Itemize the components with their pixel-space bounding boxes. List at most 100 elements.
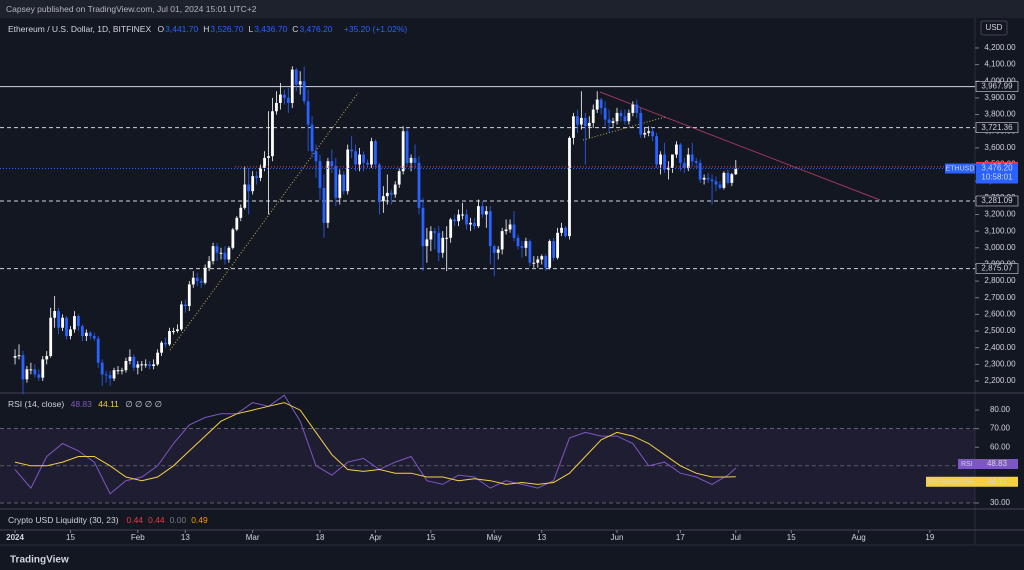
ohlc-label: C <box>292 24 299 34</box>
candle-body <box>548 241 552 268</box>
candle-body <box>148 364 152 367</box>
candle-body <box>425 239 429 247</box>
candle-body <box>556 232 559 258</box>
ohlc-label: L <box>248 24 254 34</box>
x-tick-label: Apr <box>369 533 382 542</box>
y-tick-label: 2,800.00 <box>984 276 1016 285</box>
candle-body <box>310 124 314 152</box>
candle-body <box>429 231 433 240</box>
candle-body <box>267 156 270 158</box>
candle-body <box>512 224 516 238</box>
candle-body <box>120 370 124 372</box>
y-tick-label: 3,200.00 <box>984 210 1016 219</box>
candle-body <box>508 224 512 230</box>
candle-body <box>88 332 92 337</box>
candle-body <box>322 187 326 223</box>
candle-body <box>366 162 369 165</box>
candle-body <box>659 154 662 165</box>
rsi-legend: RSI (14, close) 48.83 44.11 ∅ ∅ ∅ ∅ <box>8 399 166 410</box>
candle-body <box>520 246 524 248</box>
candle-body <box>667 167 670 170</box>
x-tick-label: 15 <box>426 533 435 542</box>
candle-body <box>734 168 738 175</box>
candle-body <box>686 154 690 168</box>
candle-body <box>215 246 219 253</box>
liquidity-value: 0.00 <box>169 515 187 525</box>
candle-body <box>437 232 441 253</box>
candle-body <box>191 277 195 285</box>
candle-body <box>536 259 540 263</box>
y-tick-label: 3,000.00 <box>984 243 1016 252</box>
currency-box[interactable] <box>980 20 1008 36</box>
candle-body <box>199 281 203 283</box>
candle-body <box>417 162 421 208</box>
candle-body <box>405 131 409 163</box>
candle-body <box>298 81 302 85</box>
liquidity-legend: Crypto USD Liquidity (30, 23) 0.44 0.44 0.0… <box>8 515 213 525</box>
candle-body <box>583 117 587 127</box>
rsi-line <box>14 402 736 485</box>
candle-body <box>338 174 342 198</box>
y-tick-label: 2,400.00 <box>984 343 1016 352</box>
candle-body <box>61 317 64 328</box>
symbol-box <box>945 163 975 174</box>
x-tick-label: 13 <box>181 533 190 542</box>
liquidity-value: 0.44 <box>148 515 165 525</box>
x-tick-label: 18 <box>316 533 325 542</box>
trendline <box>169 92 359 351</box>
candle-body <box>124 361 128 371</box>
candle-body <box>108 375 112 379</box>
candle-body <box>476 206 480 227</box>
candle-body <box>492 246 496 253</box>
y-tick-label: 4,100.00 <box>984 60 1016 69</box>
candle-body <box>663 154 666 170</box>
candle-body <box>579 117 583 125</box>
y-tick-label: 2,200.00 <box>984 376 1016 385</box>
candle-body <box>65 317 68 337</box>
candle-body <box>33 369 37 375</box>
rsi-label-name: RSI <box>961 461 973 468</box>
rsi-value: 48.83 <box>70 399 92 409</box>
candle-body <box>694 161 698 163</box>
x-tick-label: 19 <box>925 533 934 542</box>
candle-body <box>572 116 575 138</box>
candle-body <box>595 99 599 110</box>
candle-body <box>13 356 17 358</box>
candle-body <box>330 161 334 167</box>
candle-body <box>528 241 532 263</box>
candle-body <box>718 184 722 188</box>
level-label: 2,875.07 <box>981 264 1013 273</box>
candle-body <box>682 162 686 168</box>
last-price-label: 3,476.20 <box>981 164 1013 173</box>
candle-body <box>306 101 310 125</box>
candle-body <box>540 256 544 260</box>
candle-body <box>187 284 191 307</box>
candle-body <box>421 207 425 247</box>
candle-body <box>172 331 175 333</box>
y-tick-label: 3,100.00 <box>984 226 1016 235</box>
candle-body <box>647 131 651 133</box>
candle-body <box>239 207 243 218</box>
ohlc-value: 3,436.70 <box>254 24 288 34</box>
x-tick-label: 15 <box>787 533 796 542</box>
level-label-box <box>975 195 1019 207</box>
x-tick-label: 13 <box>537 533 546 542</box>
candle-body <box>116 370 120 372</box>
candle-body <box>377 164 381 202</box>
rsi-y-tick-label: 80.00 <box>990 405 1011 414</box>
candle-body <box>484 211 488 215</box>
rsi-label-value: 48.83 <box>987 459 1008 468</box>
candle-body <box>607 119 611 123</box>
candle-body <box>678 144 682 163</box>
candle-body <box>469 222 472 225</box>
candle-body <box>730 174 734 183</box>
candle-body <box>504 229 508 232</box>
candle-body <box>389 192 393 195</box>
y-tick-label: 2,500.00 <box>984 326 1016 335</box>
candle-body <box>671 154 674 168</box>
candle-body <box>461 214 464 216</box>
level-label: 3,281.09 <box>981 196 1013 205</box>
candle-body <box>21 355 25 380</box>
